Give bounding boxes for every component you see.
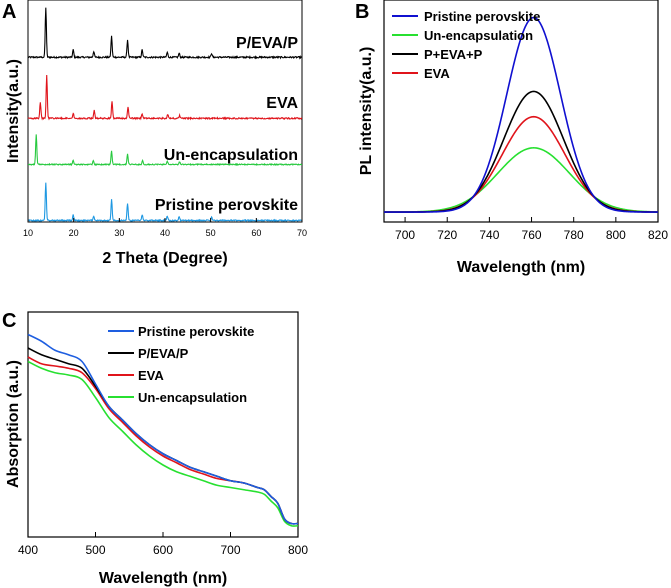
panel-c-legend-un-encapsulation: Un-encapsulation: [138, 390, 247, 405]
panel-b-x-tick-label: 780: [564, 228, 584, 242]
panel-a-x-tick-label: 30: [114, 228, 124, 238]
panel-b-x-tick-label: 700: [395, 228, 415, 242]
panel-a-label-eva: EVA: [266, 95, 298, 112]
panel-a-series-un-encapsulation: [27, 134, 303, 167]
panel-a-series-eva: [27, 75, 303, 121]
panel-b-x-axis-title: Wavelength (nm): [457, 259, 585, 276]
panel-b: B 700 720 740 760 780 800 820 Pristine perovsk…: [355, 0, 668, 276]
panel-b-legend-p-eva-p: P+EVA+P: [424, 47, 483, 62]
panel-a-frame: [27, 0, 303, 223]
panel-b-legend-un-encapsulation: Un-encapsulation: [424, 28, 533, 43]
panel-c: C 400 500 600 700 800 Pristine perovskite P/E…: [2, 310, 308, 587]
panel-a-y-axis-title: Intensity(a.u.): [5, 59, 22, 163]
panel-c-x-tick-label: 800: [288, 543, 308, 557]
panel-c-legend-p-eva-p: P/EVA/P: [138, 346, 189, 361]
panel-a-series-p-eva-p: [27, 7, 303, 60]
panel-b-x-tick-label: 800: [606, 228, 626, 242]
panel-b-x-tick-label: 760: [522, 228, 542, 242]
panel-c-y-axis-title: Absorption (a.u.): [5, 360, 22, 488]
panel-b-series-un-encapsulation: [384, 147, 659, 213]
panel-c-letter: C: [2, 310, 16, 332]
panel-a-label-un-encapsulation: Un-encapsulation: [164, 147, 298, 164]
panel-b-y-axis-title: PL intensity(a.u.): [358, 47, 375, 176]
panel-b-x-tick-label: 720: [437, 228, 457, 242]
panel-a: A 10 20 30 40 50 60 70 P/EVA/P EVA Un-encapsulat…: [2, 0, 307, 267]
panel-c-series-pristine-perovskite: [27, 333, 299, 525]
panel-c-x-tick-label: 500: [85, 543, 105, 557]
panel-c-x-tick-label: 600: [153, 543, 173, 557]
panel-b-legend-eva: EVA: [424, 66, 450, 81]
panel-b-x-tick-label: 820: [648, 228, 668, 242]
panel-c-x-axis-title: Wavelength (nm): [99, 570, 227, 587]
panel-b-series-eva: [384, 115, 659, 213]
panel-b-letter: B: [355, 1, 369, 23]
panel-a-x-tick-label: 40: [160, 228, 170, 238]
panel-a-x-axis-title: 2 Theta (Degree): [102, 250, 227, 267]
panel-a-x-tick-label: 10: [23, 228, 33, 238]
panel-b-x-tick-label: 740: [479, 228, 499, 242]
panel-a-label-pristine-perovskite: Pristine perovskite: [155, 197, 298, 214]
panel-b-frame: [383, 0, 659, 223]
panel-b-series-pristine-perovskite: [384, 16, 658, 213]
panel-a-x-tick-label: 70: [297, 228, 307, 238]
panel-b-legend-pristine-perovskite: Pristine perovskite: [424, 9, 540, 24]
panel-a-x-tick-label: 50: [206, 228, 216, 238]
panel-c-x-tick-label: 400: [18, 543, 38, 557]
panel-a-letter: A: [2, 1, 16, 23]
panel-a-label-p-eva-p: P/EVA/P: [236, 35, 298, 52]
panel-c-legend-eva: EVA: [138, 368, 164, 383]
panel-c-series-un-encapsulation: [27, 360, 299, 527]
panel-c-legend-pristine-perovskite: Pristine perovskite: [138, 324, 254, 339]
panel-c-x-tick-label: 700: [220, 543, 240, 557]
panel-a-x-tick-label: 20: [69, 228, 79, 238]
panel-a-x-tick-label: 60: [251, 228, 261, 238]
